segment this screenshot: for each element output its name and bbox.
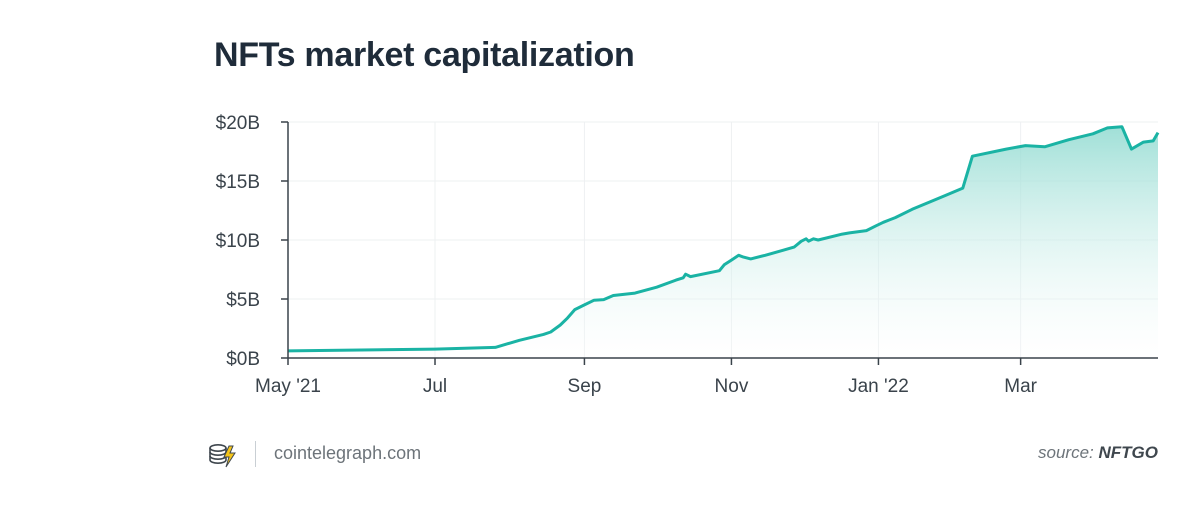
- x-tick-label: Mar: [1004, 376, 1037, 397]
- footer-source: source: NFTGO: [1038, 443, 1158, 463]
- chart-title: NFTs market capitalization: [214, 36, 635, 74]
- tick-labels: $0B $5B $10B $15B $20B May '21 Jul Sep Nov Jan '2…: [216, 113, 1038, 397]
- y-tick-label: $20B: [216, 113, 260, 134]
- x-tick-label: Jan '22: [848, 376, 909, 397]
- footer-separator: [255, 441, 256, 467]
- y-tick-label: $15B: [216, 172, 260, 193]
- area-fill: [288, 126, 1158, 358]
- x-tick-label: May '21: [255, 376, 321, 397]
- footer-site-link[interactable]: cointelegraph.com: [274, 443, 422, 463]
- y-tick-label: $5B: [226, 290, 260, 311]
- x-tick-label: Jul: [423, 376, 447, 397]
- source-name: NFTGO: [1098, 443, 1159, 462]
- coin-stack-lightning-icon: [209, 444, 236, 468]
- x-tick-label: Nov: [715, 376, 749, 397]
- series-line: [287, 125, 1160, 353]
- y-tick-label: $0B: [226, 349, 260, 370]
- y-tick-label: $10B: [216, 231, 260, 252]
- x-tick-label: Sep: [568, 376, 602, 397]
- source-prefix: source:: [1038, 443, 1094, 462]
